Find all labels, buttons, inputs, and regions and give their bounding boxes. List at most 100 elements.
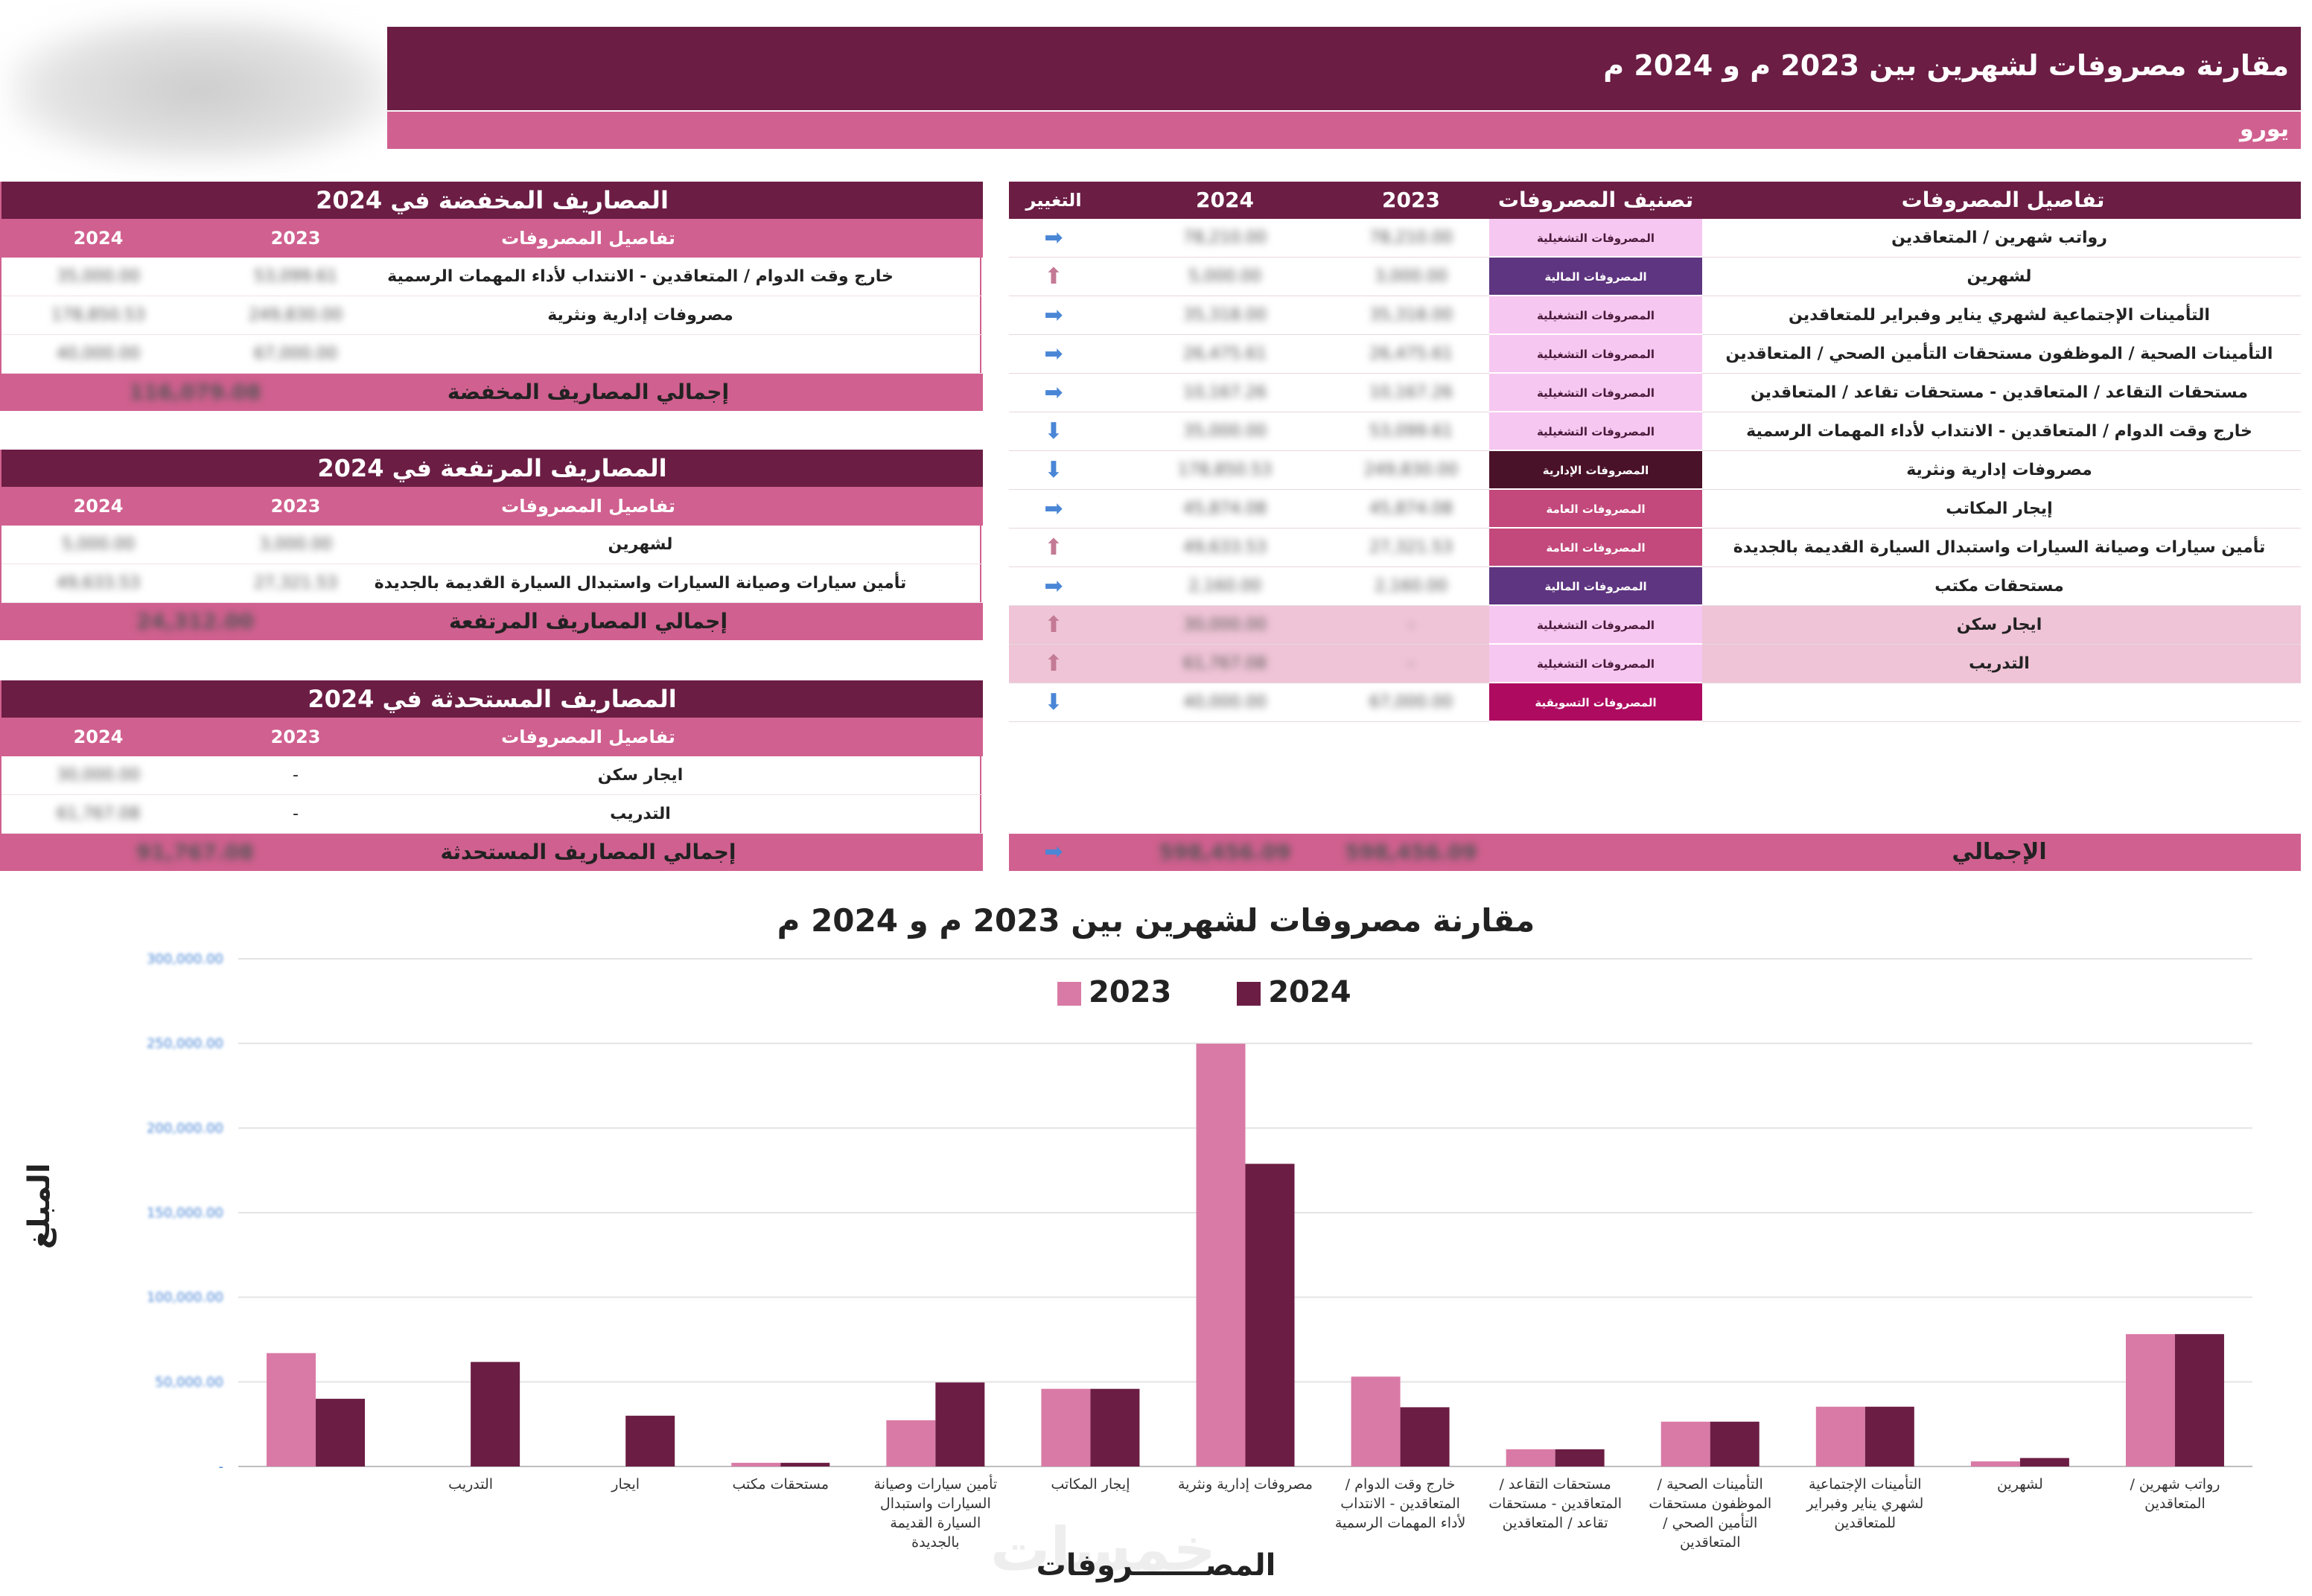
- bar-2024: [2174, 1334, 2224, 1466]
- row-category-badge: المصروفات التشغيلية: [1489, 219, 1702, 258]
- summary-table: المصاريف المخفضة في 2024 تفاصيل المصروفات…: [0, 182, 983, 411]
- subheader-2024: 2024: [73, 228, 124, 249]
- bar-2023: [2125, 1334, 2175, 1466]
- change-arrow-icon: ➡: [1044, 496, 1063, 522]
- bar-2023: [731, 1463, 781, 1466]
- summary-row-2023: 53,099.61: [254, 267, 337, 286]
- y-tick-label: 100,000.00: [147, 1290, 223, 1306]
- row-category-badge: المصروفات الإدارية: [1489, 451, 1702, 490]
- change-arrow-icon: ➡: [1044, 380, 1063, 406]
- row-detail: التأمينات الإجتماعية لشهري يناير وفبراير…: [1789, 306, 2210, 325]
- report-header: مقارنة مصروفات لشهرين بين 2023 م و 2024 …: [387, 27, 2301, 110]
- row-category-badge: المصروفات التشغيلية: [1489, 412, 1702, 451]
- bar-2024: [1710, 1421, 1760, 1466]
- summary-row-2024: 178,850.53: [51, 306, 145, 325]
- bar-2024: [1400, 1407, 1450, 1466]
- table-row: تأمين سيارات وصيانة السيارات واستبدال ال…: [1009, 529, 2301, 567]
- summary-row: ايجار سكن - 30,000.00: [1, 756, 983, 795]
- change-arrow-icon: ⬆: [1044, 651, 1063, 677]
- row-2024-value: 78,210.00: [1183, 229, 1267, 247]
- bar-2023: [1815, 1406, 1865, 1466]
- x-tick-label: مستحقات التقاعد / المتعاقدين - مستحقات تقا…: [1488, 1476, 1622, 1531]
- x-tick-label: مصروفات إدارية ونثرية: [1178, 1476, 1313, 1493]
- bar-2024: [780, 1463, 830, 1466]
- summary-table-subheader: تفاصيل المصروفات 2023 2024: [1, 718, 983, 756]
- bar-2024: [1864, 1406, 1914, 1466]
- row-2024-value: 49,633.53: [1183, 538, 1267, 557]
- row-2024-value: 10,167.26: [1183, 383, 1267, 402]
- x-tick-label: ايجار: [611, 1476, 640, 1493]
- subheader-2023: 2023: [270, 228, 321, 249]
- summary-row-2024: 49,633.53: [57, 574, 140, 593]
- bar-2024: [935, 1382, 985, 1466]
- row-2023-value: 45,874.08: [1369, 499, 1453, 518]
- currency-bar: يورو: [387, 112, 2301, 149]
- total-row: الإجمالي 598,456.09 598,456.09 ➡: [1009, 834, 2301, 871]
- row-2023-value: 67,000.00: [1369, 693, 1453, 712]
- bar-2024: [316, 1399, 366, 1466]
- header-2024: 2024: [1196, 188, 1254, 212]
- summary-table-title: المصاريف المرتفعة في 2024: [1, 450, 983, 487]
- bar-2023: [1506, 1449, 1555, 1466]
- y-tick-label: 200,000.00: [147, 1120, 223, 1136]
- legend-swatch-2024: [1237, 982, 1261, 1006]
- row-2024-value: 35,000.00: [1183, 422, 1267, 441]
- row-2023-value: 53,099.61: [1369, 422, 1453, 441]
- summary-row-2024: 61,767.08: [57, 805, 140, 823]
- row-category-badge: المصروفات التشغيلية: [1489, 606, 1702, 645]
- summary-total-value: 91,767.08: [136, 840, 254, 864]
- summary-total-row: إجمالي المصاريف المخفضة 116,079.08: [1, 374, 983, 411]
- header-change: التغيير: [1025, 190, 1082, 211]
- x-tick-label: التدريب: [448, 1476, 493, 1493]
- chart-title: مقارنة مصروفات لشهرين بين 2023 م و 2024 …: [777, 902, 1535, 939]
- row-2023-value: 249,830.00: [1364, 461, 1458, 479]
- summary-row: تأمين سيارات وصيانة السيارات واستبدال ال…: [1, 564, 983, 603]
- company-logo: [7, 15, 395, 164]
- change-arrow-icon: ➡: [1044, 225, 1063, 251]
- row-2024-value: 35,318.00: [1183, 306, 1267, 325]
- y-tick-label: -: [219, 1459, 224, 1475]
- summary-table-title: المصاريف المخفضة في 2024: [1, 182, 983, 219]
- expenses-comparison-table: تفاصيل المصروفات تصنيف المصروفات 2023 20…: [1009, 182, 2301, 871]
- summary-table-subheader: تفاصيل المصروفات 2023 2024: [1, 219, 983, 258]
- summary-table: المصاريف المستحدثة في 2024 تفاصيل المصروف…: [0, 680, 983, 871]
- row-2024-value: 40,000.00: [1183, 693, 1267, 712]
- table-row: مستحقات التقاعد / المتعاقدين - مستحقات ت…: [1009, 374, 2301, 412]
- row-detail: لشهرين: [1967, 267, 2032, 286]
- summary-row-detail: تأمين سيارات وصيانة السيارات واستبدال ال…: [374, 574, 907, 593]
- summary-row-detail: خارج وقت الدوام / المتعاقدين - الانتداب …: [387, 267, 894, 286]
- row-2023-value: -: [1408, 616, 1414, 634]
- row-2023-value: 3,000.00: [1375, 267, 1448, 286]
- summary-row-2023: -: [293, 766, 299, 785]
- change-arrow-icon: ⬇: [1044, 457, 1063, 483]
- row-detail: تأمين سيارات وصيانة السيارات واستبدال ال…: [1733, 538, 2266, 557]
- x-tick-label: خارج وقت الدوام / المتعاقدين - الانتداب لأ…: [1335, 1476, 1465, 1531]
- summary-row-detail: مصروفات إدارية ونثرية: [547, 306, 733, 325]
- summary-row: مصروفات إدارية ونثرية 249,830.00 178,850.5…: [1, 296, 983, 335]
- bar-2023: [1660, 1421, 1710, 1466]
- y-tick-label: 150,000.00: [147, 1205, 223, 1221]
- total-label: الإجمالي: [1952, 839, 2047, 865]
- table-row: خارج وقت الدوام / المتعاقدين - الانتداب …: [1009, 412, 2301, 451]
- row-detail: التأمينات الصحية / الموظفون مستحقات التأ…: [1725, 345, 2273, 363]
- summary-row-2024: 5,000.00: [62, 535, 135, 554]
- summary-row: خارج وقت الدوام / المتعاقدين - الانتداب …: [1, 258, 983, 296]
- subheader-2023: 2023: [270, 727, 321, 747]
- row-detail: مصروفات إدارية ونثرية: [1906, 461, 2092, 479]
- table-row: مصروفات إدارية ونثرية المصروفات الإدارية 2…: [1009, 451, 2301, 490]
- table-row: إيجار المكاتب المصروفات العامة 45,874.08 45…: [1009, 490, 2301, 529]
- subheader-detail: تفاصيل المصروفات: [501, 727, 675, 747]
- subheader-2024: 2024: [73, 727, 124, 747]
- summary-row-2023: -: [293, 805, 299, 823]
- row-category-badge: المصروفات التسويقية: [1489, 683, 1702, 722]
- summary-row-detail: التدريب: [610, 805, 671, 823]
- summary-total-value: 24,312.00: [136, 609, 254, 633]
- row-category-badge: المصروفات التشغيلية: [1489, 645, 1702, 683]
- row-detail: إيجار المكاتب: [1946, 499, 2053, 518]
- currency-label: يورو: [2240, 116, 2289, 142]
- bar-2024: [1245, 1164, 1295, 1466]
- watermark-logo: خمسات: [990, 1515, 1217, 1584]
- bar-2023: [1970, 1461, 2020, 1466]
- x-tick-label: إيجار المكاتب: [1051, 1476, 1130, 1493]
- row-category-badge: المصروفات المالية: [1489, 258, 1702, 296]
